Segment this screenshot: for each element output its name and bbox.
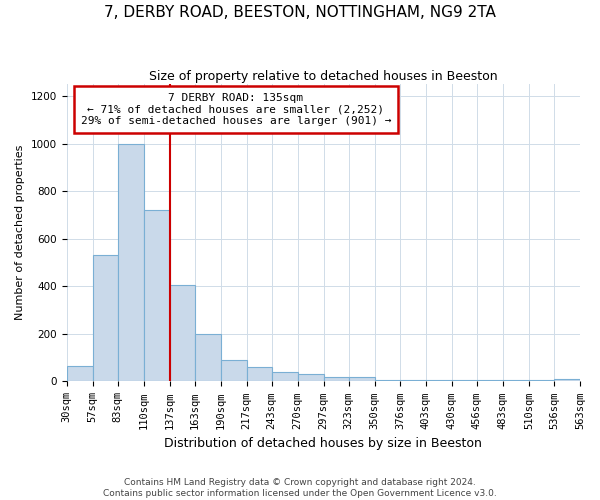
X-axis label: Distribution of detached houses by size in Beeston: Distribution of detached houses by size … [164,437,482,450]
Bar [170,285,194,382]
Bar [118,144,143,382]
Bar [143,210,170,382]
Bar [272,372,298,382]
Bar [400,380,426,382]
Bar [194,334,221,382]
Bar [477,380,503,382]
Bar [67,366,92,382]
Title: Size of property relative to detached houses in Beeston: Size of property relative to detached ho… [149,70,497,83]
Text: 7 DERBY ROAD: 135sqm
← 71% of detached houses are smaller (2,252)
29% of semi-de: 7 DERBY ROAD: 135sqm ← 71% of detached h… [81,93,391,126]
Bar [349,376,375,382]
Bar [247,367,272,382]
Bar [503,380,529,382]
Bar [324,376,349,382]
Bar [529,380,554,382]
Text: Contains HM Land Registry data © Crown copyright and database right 2024.
Contai: Contains HM Land Registry data © Crown c… [103,478,497,498]
Bar [426,380,452,382]
Text: 7, DERBY ROAD, BEESTON, NOTTINGHAM, NG9 2TA: 7, DERBY ROAD, BEESTON, NOTTINGHAM, NG9 … [104,5,496,20]
Y-axis label: Number of detached properties: Number of detached properties [15,145,25,320]
Bar [92,256,118,382]
Bar [221,360,247,382]
Bar [298,374,324,382]
Bar [375,380,400,382]
Bar [452,380,477,382]
Bar [554,379,580,382]
